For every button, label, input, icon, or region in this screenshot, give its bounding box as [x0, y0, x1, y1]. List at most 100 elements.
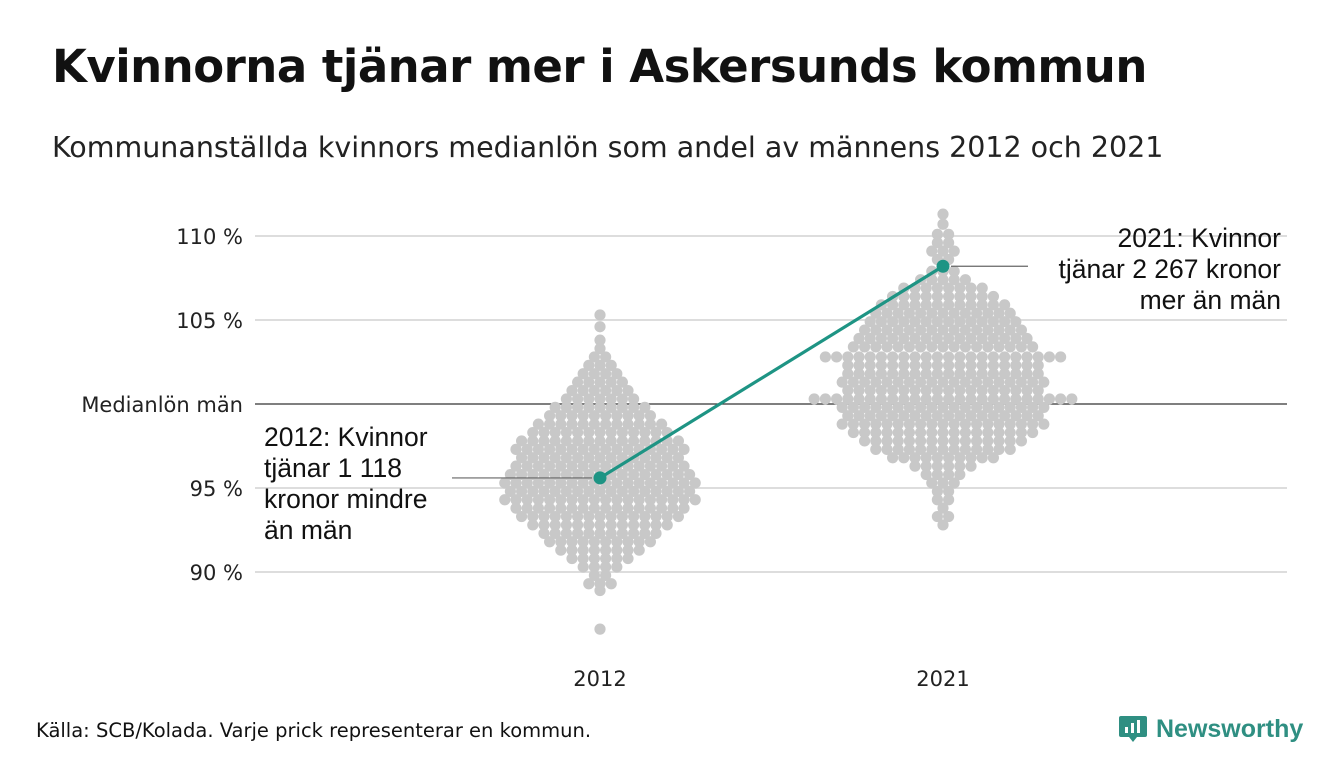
- municipality-dot: [976, 384, 988, 397]
- newsworthy-brand[interactable]: Newsworthy: [1118, 714, 1303, 744]
- municipality-dot: [965, 290, 977, 303]
- municipality-dot: [982, 401, 994, 413]
- municipality-dot: [1021, 359, 1033, 371]
- municipality-dot: [616, 393, 629, 405]
- municipality-dot: [521, 477, 533, 489]
- municipality-dot: [678, 443, 690, 455]
- municipality-dot: [948, 401, 960, 413]
- municipality-dot: [594, 359, 606, 371]
- municipality-dot: [544, 502, 556, 514]
- municipality-dot: [909, 299, 921, 311]
- municipality-dot: [532, 443, 545, 455]
- municipality-dot: [566, 544, 578, 556]
- municipality-dot: [808, 393, 820, 405]
- municipality-dot: [836, 418, 848, 430]
- municipality-dot: [566, 418, 578, 430]
- municipality-dot: [931, 299, 944, 311]
- municipality-dot: [1004, 376, 1016, 388]
- municipality-dot: [616, 401, 629, 413]
- municipality-dot: [566, 443, 578, 455]
- municipality-dot: [622, 384, 634, 397]
- municipality-dot: [864, 368, 876, 380]
- municipality-dot: [532, 477, 545, 489]
- municipality-dot: [622, 552, 634, 565]
- municipality-dot: [560, 485, 573, 497]
- municipality-dot: [611, 443, 623, 455]
- municipality-dot: [965, 460, 977, 472]
- municipality-dot: [600, 544, 612, 556]
- municipality-dot: [605, 393, 617, 405]
- municipality-dot: [1004, 418, 1016, 430]
- municipality-dot: [521, 502, 533, 514]
- municipality-dot: [881, 324, 893, 336]
- municipality-dot: [572, 452, 584, 464]
- municipality-dot: [982, 307, 994, 319]
- municipality-dot: [847, 401, 860, 413]
- municipality-dot: [566, 384, 578, 397]
- municipality-dot: [639, 435, 651, 447]
- municipality-dot: [560, 393, 573, 405]
- municipality-dot: [931, 468, 944, 481]
- municipality-dot: [555, 494, 567, 506]
- municipality-dot: [650, 426, 662, 439]
- municipality-dot: [954, 384, 966, 397]
- municipality-dot: [982, 376, 994, 388]
- municipality-dot: [993, 307, 1005, 319]
- municipality-dot: [639, 401, 651, 413]
- municipality-dot: [566, 536, 578, 548]
- municipality-dot: [577, 368, 589, 380]
- municipality-dot: [644, 418, 657, 430]
- newsworthy-logo-icon: [1119, 716, 1147, 742]
- municipality-dot: [903, 376, 916, 388]
- municipality-dot: [1021, 410, 1033, 422]
- municipality-dot: [1027, 418, 1039, 430]
- municipality-dot: [577, 410, 589, 422]
- municipality-dot: [656, 494, 668, 506]
- municipality-dot: [954, 368, 966, 380]
- municipality-dot: [1032, 384, 1044, 397]
- municipality-dot: [1010, 410, 1022, 422]
- municipality-dot: [870, 443, 882, 455]
- municipality-dot: [516, 452, 528, 464]
- municipality-dot: [931, 282, 944, 294]
- municipality-dot: [633, 502, 645, 514]
- municipality-dot: [555, 410, 567, 422]
- municipality-dot: [588, 418, 601, 430]
- municipality-dot: [1021, 368, 1033, 380]
- municipality-dot: [948, 307, 960, 319]
- municipality-dot: [881, 307, 893, 319]
- municipality-dot: [903, 435, 916, 447]
- brand-name: Newsworthy: [1156, 714, 1304, 743]
- municipality-dot: [937, 376, 949, 388]
- chart-title: Kvinnorna tjänar mer i Askersunds kommun: [52, 40, 1147, 93]
- municipality-dot: [959, 307, 972, 319]
- municipality-dot: [588, 569, 601, 581]
- municipality-dot: [954, 452, 966, 464]
- municipality-dot: [971, 426, 983, 439]
- municipality-dot: [959, 418, 972, 430]
- municipality-dot: [915, 341, 927, 353]
- municipality-dot: [999, 393, 1011, 405]
- municipality-dot: [600, 368, 612, 380]
- municipality-dot: [903, 324, 916, 336]
- municipality-dot: [887, 332, 899, 345]
- municipality-dot: [948, 324, 960, 336]
- municipality-dot: [1010, 316, 1022, 328]
- municipality-dot: [943, 237, 955, 249]
- municipality-dot: [954, 299, 966, 311]
- municipality-dot: [931, 359, 944, 371]
- municipality-dot: [920, 410, 932, 422]
- municipality-dot: [965, 282, 977, 294]
- askersund-series: [593, 259, 950, 485]
- municipality-dot: [605, 510, 617, 523]
- municipality-dot: [521, 443, 533, 455]
- municipality-dot: [633, 477, 645, 489]
- municipality-dot: [937, 401, 949, 413]
- municipality-dot: [976, 452, 988, 464]
- municipality-dot: [1015, 435, 1027, 447]
- municipality-dot: [915, 426, 927, 439]
- municipality-dot: [892, 435, 904, 447]
- municipality-dot: [588, 502, 601, 514]
- municipality-dot: [887, 410, 899, 422]
- municipality-dot: [976, 290, 988, 303]
